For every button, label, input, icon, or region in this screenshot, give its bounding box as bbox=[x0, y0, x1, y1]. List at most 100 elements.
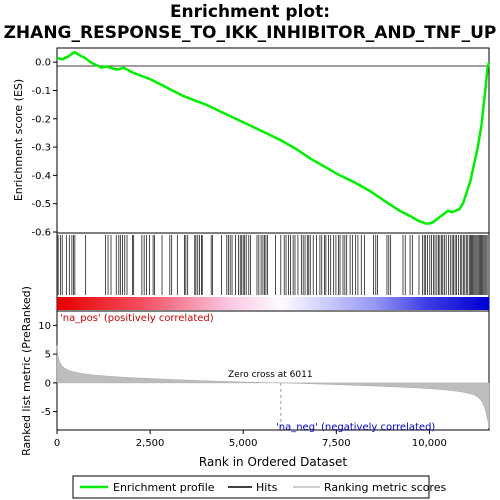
chart-title-line-1: Enrichment plot: bbox=[169, 2, 331, 22]
colorbar-segment bbox=[229, 297, 234, 310]
colorbar-segment bbox=[137, 297, 142, 310]
rank-xtick-label: 7,500 bbox=[322, 438, 351, 449]
colorbar-segment bbox=[441, 297, 446, 310]
colorbar-segment bbox=[469, 297, 474, 310]
legend-ranking-label: Ranking metric scores bbox=[324, 481, 446, 494]
colorbar-segment bbox=[421, 297, 426, 310]
colorbar-segment bbox=[85, 297, 90, 310]
colorbar-segment bbox=[189, 297, 194, 310]
colorbar-segment bbox=[333, 297, 338, 310]
es-ytick-label: 0.0 bbox=[35, 58, 51, 69]
colorbar-segment bbox=[357, 297, 362, 310]
colorbar-segment bbox=[117, 297, 122, 310]
es-ylabel: Enrichment score (ES) bbox=[12, 79, 25, 201]
colorbar-segment bbox=[485, 297, 490, 310]
colorbar-segment bbox=[313, 297, 318, 310]
colorbar-segment bbox=[353, 297, 358, 310]
colorbar-segment bbox=[365, 297, 370, 310]
colorbar-segment bbox=[125, 297, 130, 310]
colorbar-segment bbox=[449, 297, 454, 310]
colorbar-segment bbox=[81, 297, 86, 310]
es-ytick-label: -0.5 bbox=[31, 199, 51, 210]
colorbar-segment bbox=[193, 297, 198, 310]
colorbar-segment bbox=[217, 297, 222, 310]
colorbar-segment bbox=[277, 297, 282, 310]
rank-ytick-label: 5 bbox=[45, 350, 51, 361]
colorbar-segment bbox=[341, 297, 346, 310]
colorbar-segment bbox=[377, 297, 382, 310]
colorbar-segment bbox=[89, 297, 94, 310]
colorbar-segment bbox=[209, 297, 214, 310]
es-ytick-label: -0.1 bbox=[31, 86, 51, 97]
colorbar-segment bbox=[69, 297, 74, 310]
colorbar-segment bbox=[173, 297, 178, 310]
colorbar-segment bbox=[397, 297, 402, 310]
colorbar-segment bbox=[325, 297, 330, 310]
colorbar-segment bbox=[477, 297, 482, 310]
hit-panel bbox=[56, 232, 490, 312]
colorbar-segment bbox=[417, 297, 422, 310]
colorbar-segment bbox=[161, 297, 166, 310]
colorbar-segment bbox=[337, 297, 342, 310]
colorbar-segment bbox=[205, 297, 210, 310]
pos-correlated-label: 'na_pos' (positively correlated) bbox=[60, 313, 214, 324]
rank-xtick-label: 5,000 bbox=[229, 438, 258, 449]
colorbar-segment bbox=[405, 297, 410, 310]
es-ytick-label: -0.2 bbox=[31, 114, 51, 125]
hit-marks bbox=[57, 235, 488, 295]
legend-enrichment-label: Enrichment profile bbox=[113, 481, 215, 494]
colorbar-segment bbox=[429, 297, 434, 310]
colorbar-segment bbox=[305, 297, 310, 310]
legend: Enrichment profile Hits Ranking metric s… bbox=[72, 475, 446, 499]
colorbar-segment bbox=[253, 297, 258, 310]
colorbar-segment bbox=[349, 297, 354, 310]
rank-colorbar bbox=[57, 297, 490, 310]
colorbar-segment bbox=[345, 297, 350, 310]
colorbar-segment bbox=[233, 297, 238, 310]
colorbar-segment bbox=[145, 297, 150, 310]
colorbar-segment bbox=[473, 297, 478, 310]
colorbar-segment bbox=[393, 297, 398, 310]
colorbar-segment bbox=[245, 297, 250, 310]
colorbar-segment bbox=[97, 297, 102, 310]
colorbar-segment bbox=[241, 297, 246, 310]
rank-panel: 10 5 0 -5 0 2,500 5,000 7,500 10,000 Zero cross… bbox=[20, 286, 490, 469]
es-ytick-label: -0.4 bbox=[31, 171, 51, 182]
colorbar-segment bbox=[381, 297, 386, 310]
colorbar-segment bbox=[225, 297, 230, 310]
es-ytick-label: -0.3 bbox=[31, 143, 51, 154]
chart-title-line-2: ZHANG_RESPONSE_TO_IKK_INHIBITOR_AND_TNF_… bbox=[3, 23, 497, 43]
rank-xticks: 0 2,500 5,000 7,500 10,000 bbox=[54, 430, 447, 449]
colorbar-segment bbox=[265, 297, 270, 310]
colorbar-segment bbox=[177, 297, 182, 310]
neg-correlated-label: 'na_neg' (negatively correlated) bbox=[276, 422, 435, 433]
colorbar-segment bbox=[413, 297, 418, 310]
colorbar-segment bbox=[121, 297, 126, 310]
colorbar-segment bbox=[157, 297, 162, 310]
colorbar-segment bbox=[257, 297, 262, 310]
colorbar-segment bbox=[93, 297, 98, 310]
colorbar-segment bbox=[369, 297, 374, 310]
colorbar-segment bbox=[385, 297, 390, 310]
enrichment-profile-line bbox=[56, 50, 491, 225]
rank-xlabel: Rank in Ordered Dataset bbox=[199, 455, 347, 469]
rank-ytick-label: 10 bbox=[38, 321, 51, 332]
colorbar-segment bbox=[101, 297, 106, 310]
ranking-metric-area bbox=[56, 345, 490, 428]
colorbar-segment bbox=[109, 297, 114, 310]
colorbar-segment bbox=[61, 297, 66, 310]
colorbar-segment bbox=[185, 297, 190, 310]
colorbar-segment bbox=[133, 297, 138, 310]
colorbar-segment bbox=[221, 297, 226, 310]
colorbar-segment bbox=[77, 297, 82, 310]
colorbar-segment bbox=[453, 297, 458, 310]
es-panel-frame bbox=[56, 47, 490, 234]
colorbar-segment bbox=[113, 297, 118, 310]
colorbar-segment bbox=[373, 297, 378, 310]
colorbar-segment bbox=[401, 297, 406, 310]
colorbar-segment bbox=[321, 297, 326, 310]
colorbar-segment bbox=[285, 297, 290, 310]
colorbar-segment bbox=[213, 297, 218, 310]
